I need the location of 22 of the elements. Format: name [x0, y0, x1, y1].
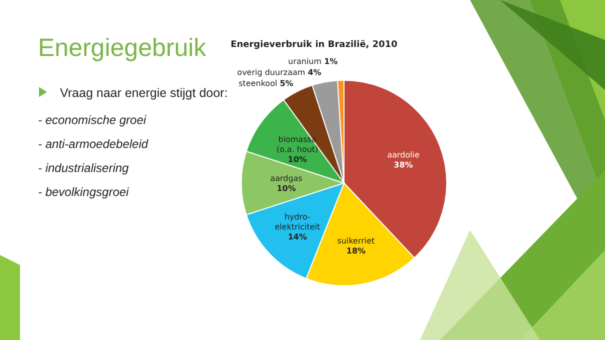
slice-label: overig duurzaam [237, 68, 308, 77]
data-label: 5% [280, 79, 294, 88]
slice-label: uranium [288, 57, 324, 66]
text: Vraag naar energie stijgt door: [60, 86, 228, 100]
slice-label: steenkool [238, 79, 280, 88]
text: - economische groei [38, 113, 146, 127]
text: - bevolkingsgroei [38, 185, 130, 199]
data-label: 10% [288, 155, 307, 164]
chart-title: Energieverbruik in Brazilië, 2010 [230, 40, 398, 50]
data-label: 14% [288, 232, 308, 242]
text: Energiegebruik [38, 34, 207, 62]
data-label: 38% [394, 160, 413, 170]
slice-label: aardgas [270, 174, 302, 183]
slice-label: suikerriet [337, 236, 375, 246]
slice-label: hydro-elektriciteit [274, 212, 320, 232]
data-label: 1% [324, 57, 338, 66]
slice-label: aardolie [387, 150, 420, 160]
text: - industrialisering [38, 161, 130, 175]
text: - anti-armoedebeleid [38, 137, 148, 151]
data-label: 10% [276, 184, 296, 193]
data-label: 4% [308, 68, 322, 77]
data-label: 18% [346, 246, 366, 256]
